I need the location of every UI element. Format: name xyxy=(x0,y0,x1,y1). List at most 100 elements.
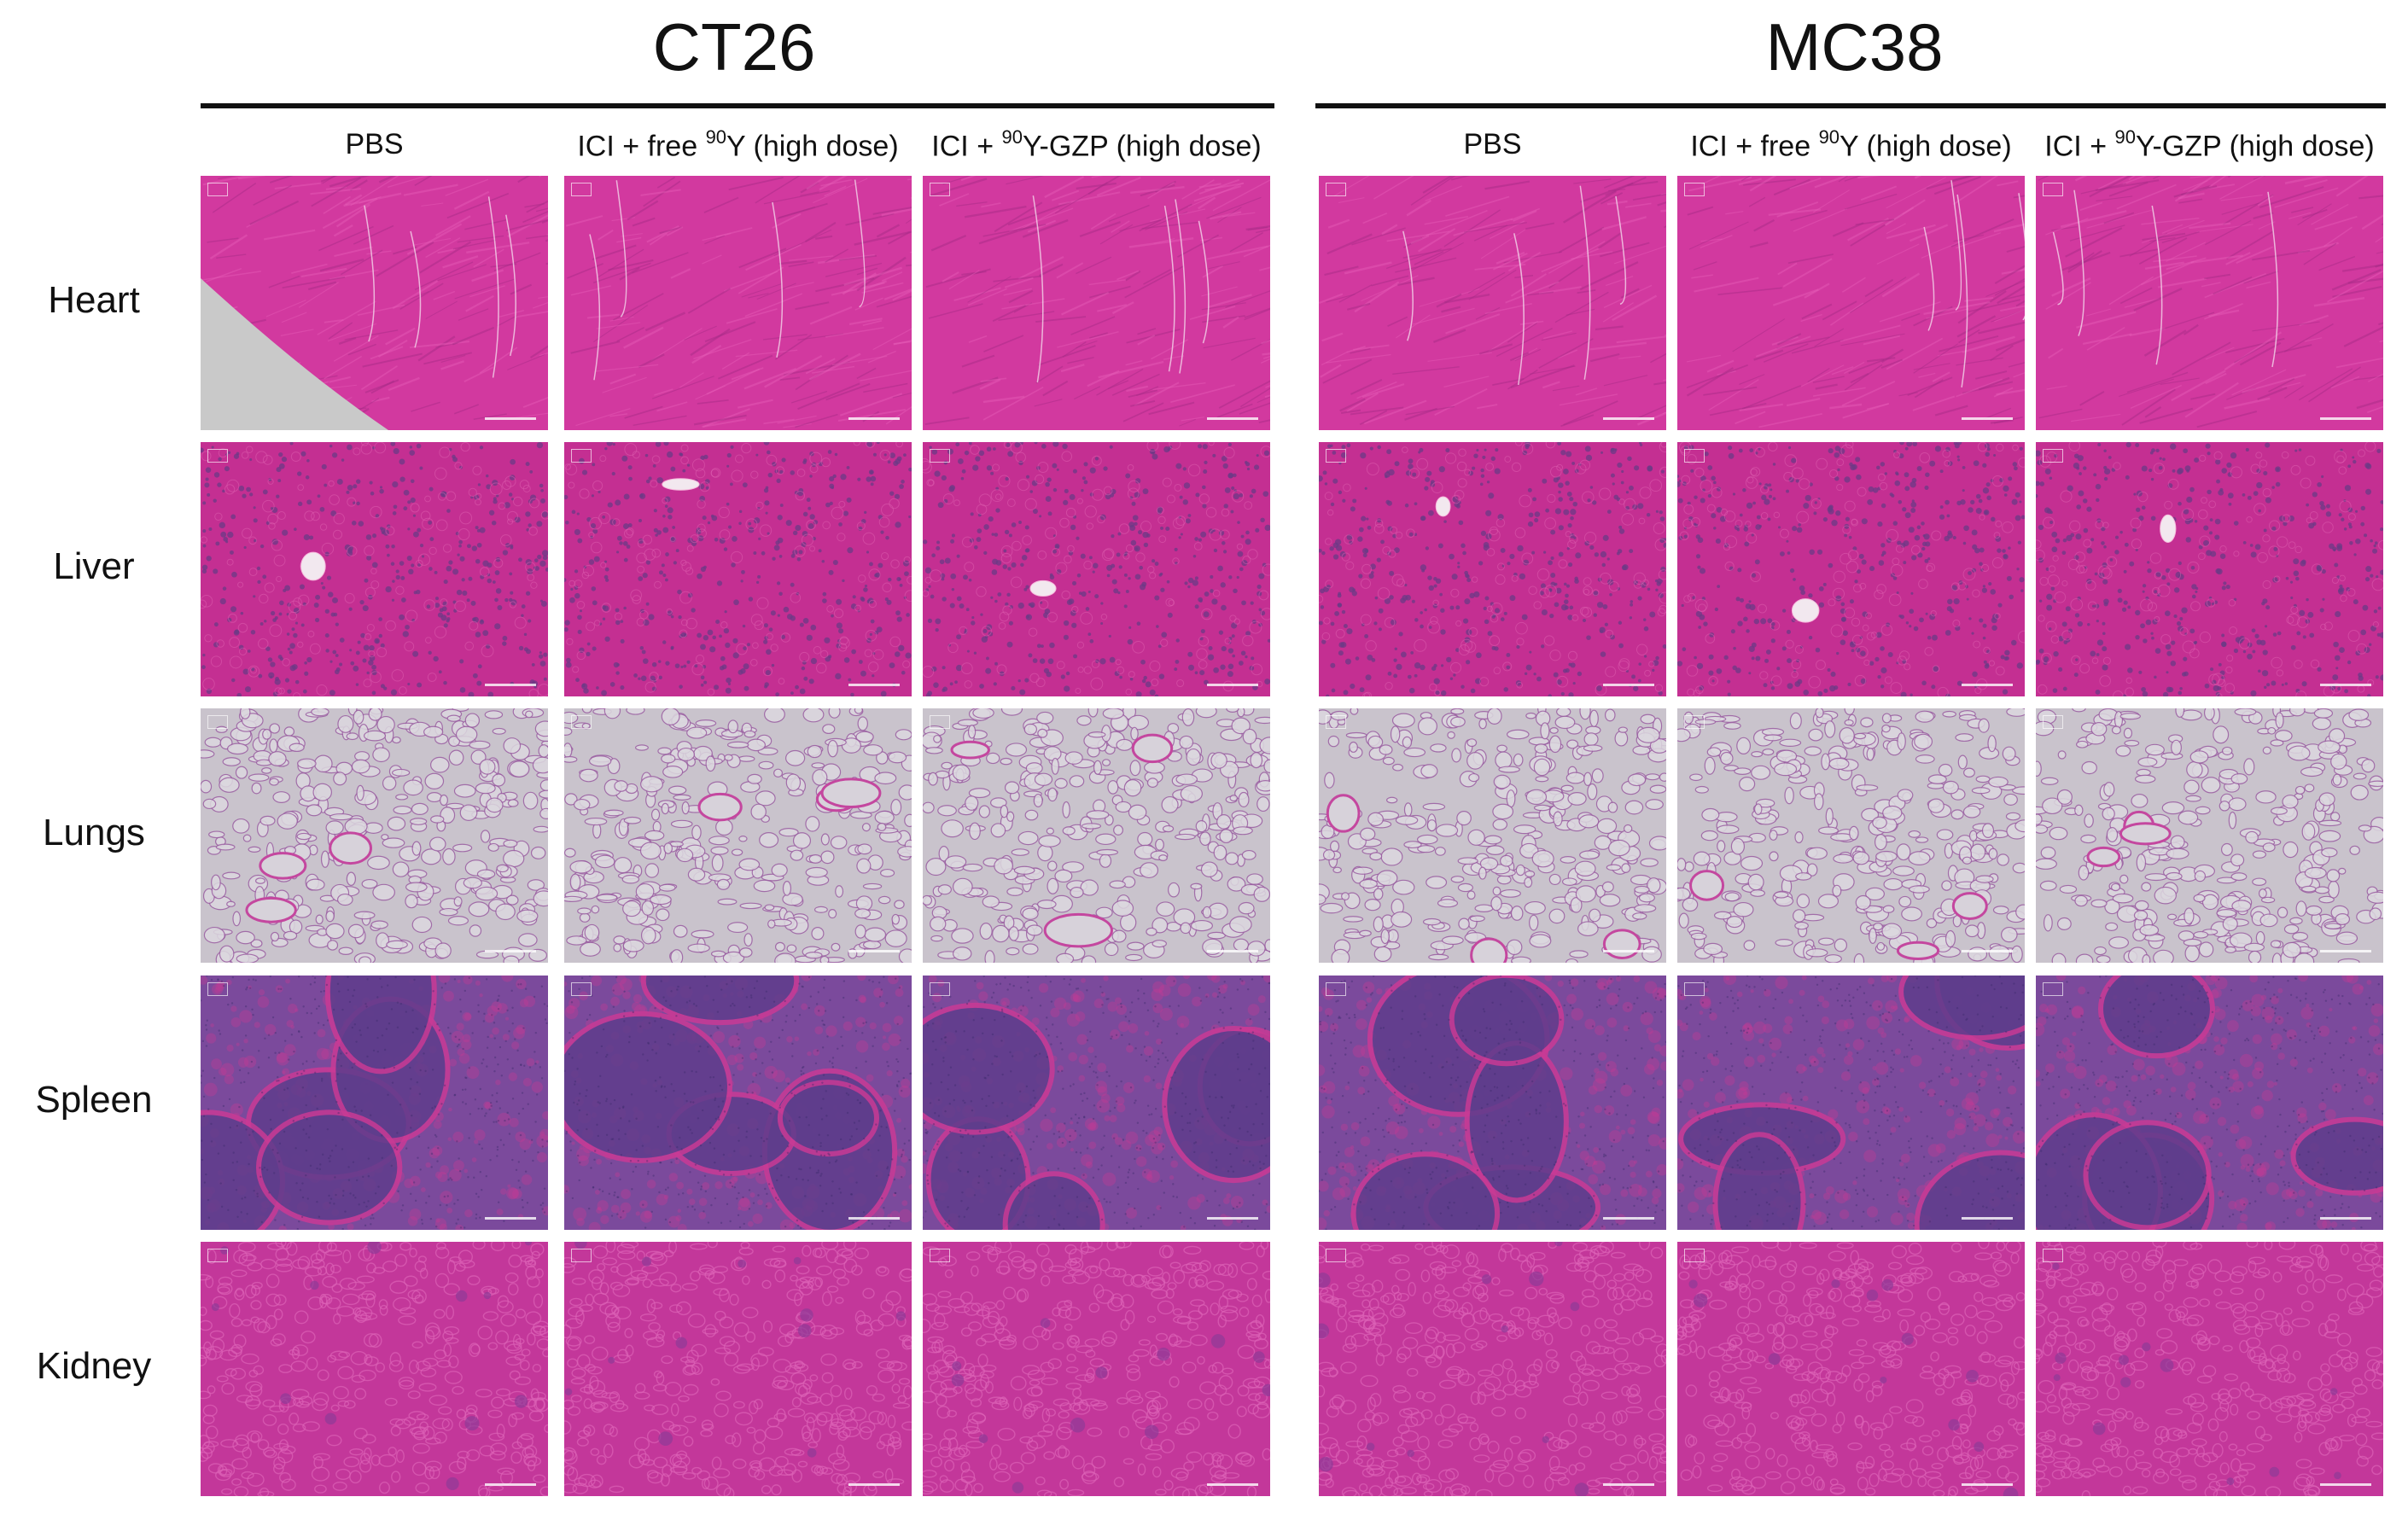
scale-bar xyxy=(485,684,536,686)
micrograph-mc38-heart-1 xyxy=(1319,176,1666,430)
tissue-image xyxy=(1319,976,1666,1230)
micrograph-ct26-spleen-1 xyxy=(201,976,548,1230)
tissue-image xyxy=(201,176,548,430)
group-title-mc38: MC38 xyxy=(1765,9,1944,84)
micrograph-mc38-heart-3 xyxy=(2036,176,2383,430)
inset-marker xyxy=(571,982,592,996)
inset-marker xyxy=(2043,715,2063,729)
micrograph-mc38-spleen-1 xyxy=(1319,976,1666,1230)
scale-bar xyxy=(848,684,900,686)
scale-bar xyxy=(1962,1483,2013,1486)
tissue-image xyxy=(1677,1242,2025,1496)
scale-bar xyxy=(2320,1483,2371,1486)
tissue-image xyxy=(923,1242,1270,1496)
micrograph-mc38-lungs-2 xyxy=(1677,708,2025,963)
inset-marker xyxy=(930,982,950,996)
tissue-image xyxy=(564,1242,912,1496)
micrograph-ct26-spleen-2 xyxy=(564,976,912,1230)
row-label-kidney: Kidney xyxy=(36,1345,152,1387)
group-title-ct26: CT26 xyxy=(652,9,816,84)
scale-bar xyxy=(848,1483,900,1486)
micrograph-ct26-heart-3 xyxy=(923,176,1270,430)
inset-marker xyxy=(1326,183,1346,196)
tissue-image xyxy=(201,1242,548,1496)
tissue-image xyxy=(2036,1242,2383,1496)
inset-marker xyxy=(2043,183,2063,196)
tissue-image xyxy=(1677,442,2025,696)
micrograph-ct26-lungs-3 xyxy=(923,708,1270,963)
tissue-image xyxy=(2036,708,2383,963)
micrograph-ct26-spleen-3 xyxy=(923,976,1270,1230)
micrograph-mc38-lungs-3 xyxy=(2036,708,2383,963)
scale-bar xyxy=(2320,684,2371,686)
tissue-image xyxy=(201,442,548,696)
inset-marker xyxy=(1684,715,1705,729)
tissue-image xyxy=(564,708,912,963)
inset-marker xyxy=(207,183,228,196)
scale-bar xyxy=(848,950,900,952)
tissue-image xyxy=(1319,708,1666,963)
micrograph-ct26-kidney-1 xyxy=(201,1242,548,1496)
micrograph-ct26-lungs-2 xyxy=(564,708,912,963)
column-label-ct26-2: ICI + free 90Y (high dose) xyxy=(577,126,899,163)
scale-bar xyxy=(1207,684,1258,686)
inset-marker xyxy=(1326,1249,1346,1262)
micrograph-ct26-heart-2 xyxy=(564,176,912,430)
scale-bar xyxy=(485,950,536,952)
inset-marker xyxy=(1326,449,1346,463)
inset-marker xyxy=(207,982,228,996)
row-label-lungs: Lungs xyxy=(43,812,145,853)
micrograph-ct26-liver-1 xyxy=(201,442,548,696)
inset-marker xyxy=(571,449,592,463)
inset-marker xyxy=(2043,449,2063,463)
inset-marker xyxy=(1684,183,1705,196)
inset-marker xyxy=(1326,982,1346,996)
scale-bar xyxy=(1603,1483,1654,1486)
scale-bar xyxy=(2320,950,2371,952)
column-label-mc38-2: ICI + free 90Y (high dose) xyxy=(1690,126,2012,163)
scale-bar xyxy=(2320,1217,2371,1220)
micrograph-mc38-kidney-1 xyxy=(1319,1242,1666,1496)
scale-bar xyxy=(1962,950,2013,952)
micrograph-ct26-liver-3 xyxy=(923,442,1270,696)
tissue-image xyxy=(1677,976,2025,1230)
column-label-mc38-1: PBS xyxy=(1463,128,1522,160)
tissue-image xyxy=(923,442,1270,696)
inset-marker xyxy=(571,1249,592,1262)
scale-bar xyxy=(485,417,536,420)
inset-marker xyxy=(571,715,592,729)
tissue-image xyxy=(2036,442,2383,696)
micrograph-mc38-lungs-1 xyxy=(1319,708,1666,963)
group-divider-ct26 xyxy=(201,103,1274,108)
inset-marker xyxy=(930,449,950,463)
tissue-image xyxy=(1319,176,1666,430)
group-divider-mc38 xyxy=(1315,103,2386,108)
row-label-heart: Heart xyxy=(48,279,140,321)
scale-bar xyxy=(1603,1217,1654,1220)
micrograph-mc38-liver-2 xyxy=(1677,442,2025,696)
tissue-image xyxy=(564,442,912,696)
inset-marker xyxy=(930,1249,950,1262)
inset-marker xyxy=(1684,1249,1705,1262)
tissue-image xyxy=(564,176,912,430)
scale-bar xyxy=(1603,417,1654,420)
micrograph-mc38-spleen-3 xyxy=(2036,976,2383,1230)
scale-bar xyxy=(848,1217,900,1220)
inset-marker xyxy=(1326,715,1346,729)
scale-bar xyxy=(1603,950,1654,952)
tissue-image xyxy=(1319,1242,1666,1496)
tissue-image xyxy=(201,976,548,1230)
scale-bar xyxy=(1603,684,1654,686)
scale-bar xyxy=(1207,417,1258,420)
scale-bar xyxy=(485,1483,536,1486)
scale-bar xyxy=(1207,1217,1258,1220)
micrograph-ct26-lungs-1 xyxy=(201,708,548,963)
scale-bar xyxy=(1962,684,2013,686)
micrograph-mc38-liver-1 xyxy=(1319,442,1666,696)
inset-marker xyxy=(930,715,950,729)
column-label-ct26-1: PBS xyxy=(345,128,404,160)
tissue-image xyxy=(201,708,548,963)
tissue-image xyxy=(1319,442,1666,696)
inset-marker xyxy=(207,715,228,729)
scale-bar xyxy=(2320,417,2371,420)
